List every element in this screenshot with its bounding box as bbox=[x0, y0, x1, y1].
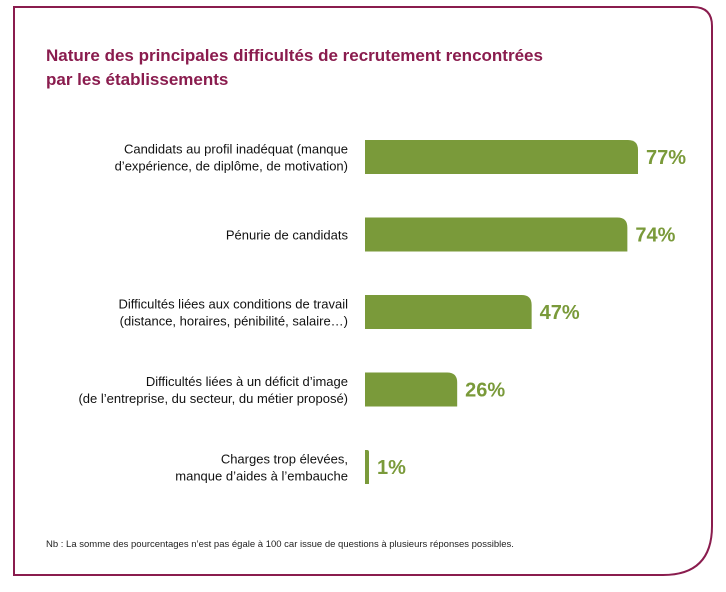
category-label-5-line-2: manque d’aides à l’embauche bbox=[175, 469, 348, 484]
chart-title-line-2: par les établissements bbox=[46, 70, 229, 89]
bar-1 bbox=[365, 140, 638, 174]
bar-5 bbox=[365, 450, 369, 484]
category-label-2-line-1: Pénurie de candidats bbox=[226, 228, 349, 243]
value-label-1: 77% bbox=[646, 147, 686, 169]
bar-4 bbox=[365, 372, 458, 407]
value-label-2: 74% bbox=[635, 225, 675, 247]
chart-title-line-1: Nature des principales difficultés de re… bbox=[46, 46, 543, 65]
category-label-3-line-1: Difficultés liées aux conditions de trav… bbox=[118, 297, 348, 312]
chart-frame bbox=[13, 6, 713, 576]
chart-title: Nature des principales difficultés de re… bbox=[46, 44, 646, 92]
category-label-4-line-2: (de l’entreprise, du secteur, du métier … bbox=[78, 391, 348, 406]
value-label-3: 47% bbox=[540, 302, 580, 324]
category-label-5-line-1: Charges trop élevées, bbox=[221, 452, 348, 467]
value-label-5: 1% bbox=[377, 457, 406, 479]
value-label-4: 26% bbox=[465, 380, 505, 402]
category-label-1-line-1: Candidats au profil inadéquat (manque bbox=[124, 142, 348, 157]
category-label-3-line-2: (distance, horaires, pénibilité, salaire… bbox=[120, 314, 348, 329]
bar-2 bbox=[365, 217, 628, 252]
category-label-4-line-1: Difficultés liées à un déficit d’image bbox=[146, 374, 348, 389]
category-label-1-line-2: d’expérience, de diplôme, de motivation) bbox=[115, 159, 348, 174]
footnote: Nb : La somme des pourcentages n’est pas… bbox=[46, 539, 514, 550]
bar-3 bbox=[365, 295, 532, 329]
